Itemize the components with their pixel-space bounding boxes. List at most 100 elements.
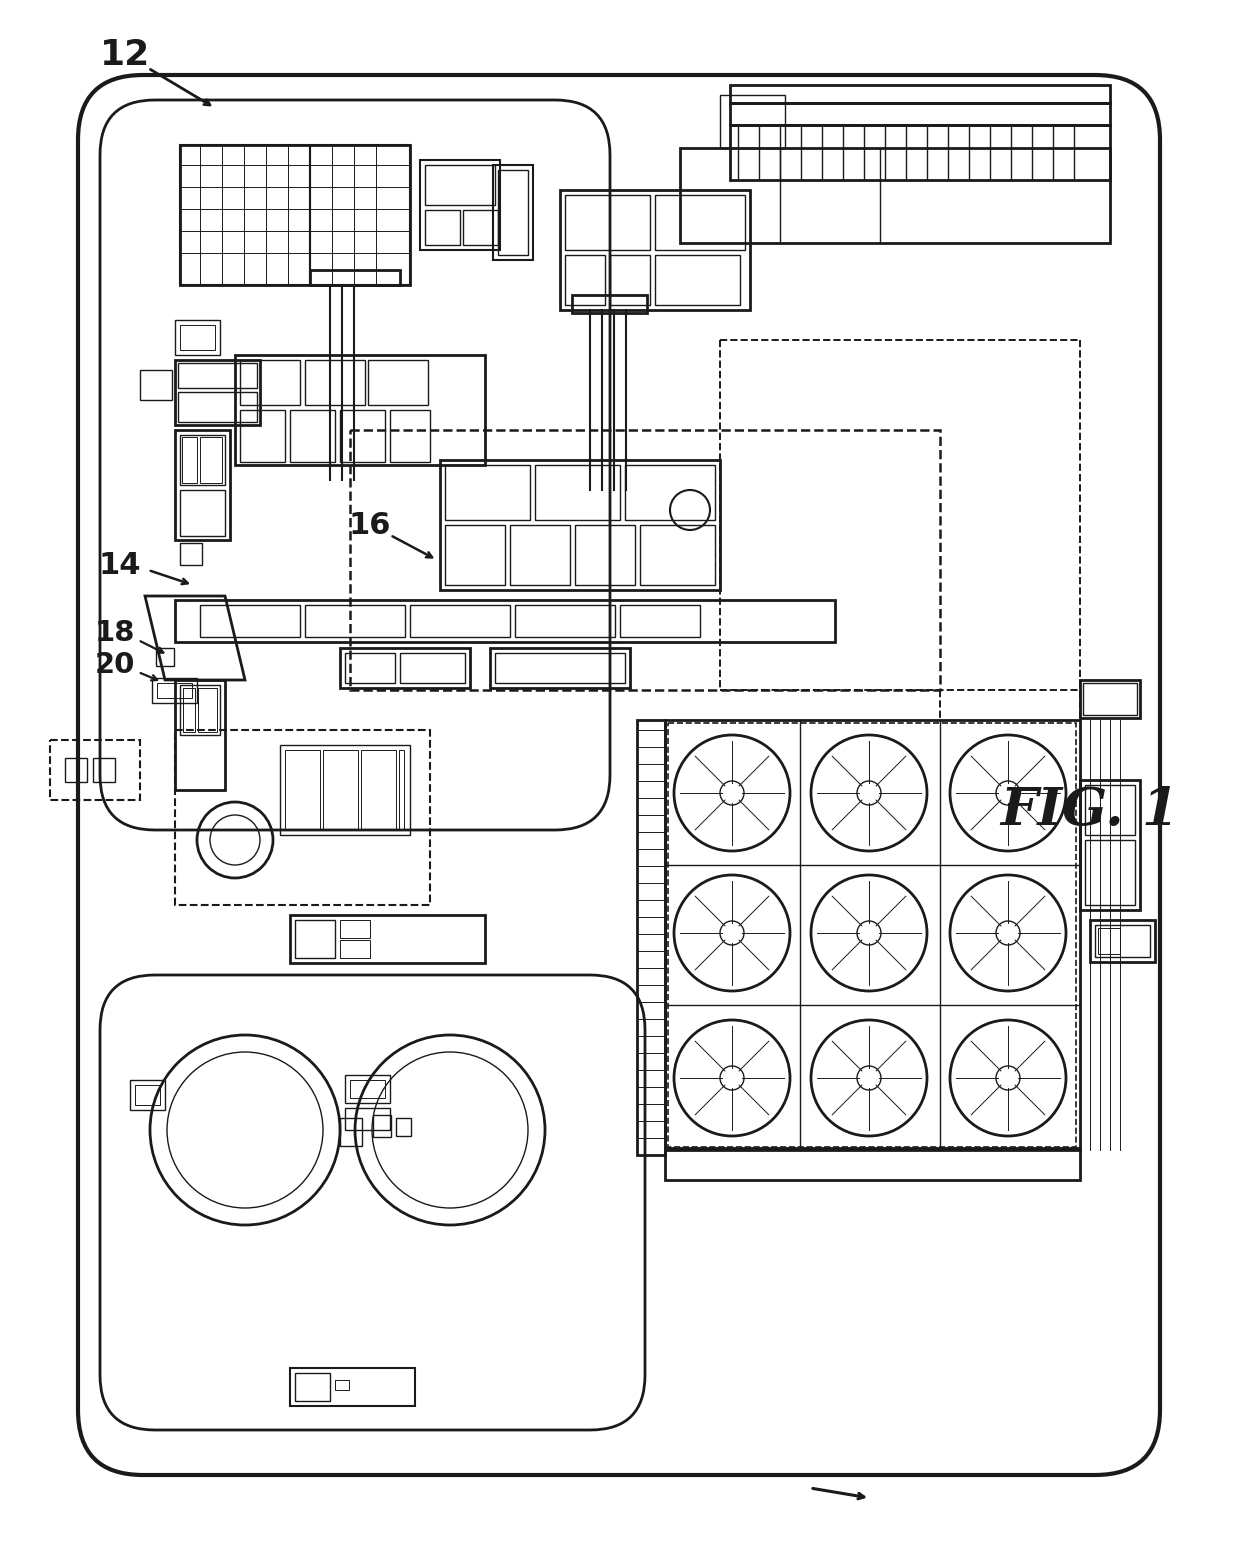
- Bar: [680, 148, 1110, 242]
- Bar: [285, 750, 320, 831]
- Bar: [310, 145, 410, 286]
- Bar: [180, 145, 310, 286]
- Bar: [490, 648, 630, 689]
- Bar: [179, 392, 257, 422]
- Bar: [668, 723, 1076, 1147]
- Bar: [340, 1118, 362, 1146]
- Bar: [175, 320, 219, 355]
- Bar: [345, 653, 396, 682]
- Bar: [345, 1109, 391, 1130]
- Bar: [130, 1079, 165, 1110]
- Bar: [620, 605, 701, 638]
- Bar: [565, 195, 650, 250]
- Bar: [440, 460, 720, 590]
- Bar: [310, 270, 401, 286]
- Bar: [498, 170, 528, 255]
- Bar: [180, 435, 224, 485]
- Bar: [184, 689, 195, 732]
- Bar: [182, 437, 197, 483]
- Bar: [665, 720, 1080, 1150]
- Bar: [290, 1368, 415, 1407]
- Bar: [180, 324, 215, 350]
- Bar: [305, 360, 365, 405]
- Bar: [665, 1149, 1080, 1180]
- Bar: [236, 355, 485, 465]
- Bar: [368, 360, 428, 405]
- Bar: [140, 371, 172, 400]
- Bar: [361, 750, 396, 831]
- Bar: [399, 750, 404, 831]
- Bar: [640, 525, 715, 585]
- Bar: [534, 465, 620, 520]
- Bar: [445, 465, 529, 520]
- Bar: [1080, 679, 1140, 718]
- Bar: [410, 605, 510, 638]
- Bar: [241, 411, 285, 462]
- Bar: [93, 758, 115, 781]
- Text: 20: 20: [94, 652, 135, 679]
- Bar: [175, 429, 229, 540]
- Bar: [345, 1075, 391, 1102]
- Bar: [373, 1115, 391, 1136]
- Bar: [1083, 682, 1137, 715]
- Bar: [730, 103, 1110, 125]
- Bar: [340, 920, 370, 939]
- Bar: [295, 1373, 330, 1400]
- Bar: [64, 758, 87, 781]
- Bar: [515, 605, 615, 638]
- Bar: [280, 746, 410, 835]
- Bar: [175, 601, 835, 642]
- Bar: [340, 940, 370, 957]
- Bar: [295, 920, 335, 957]
- Bar: [340, 648, 470, 689]
- Bar: [655, 195, 745, 250]
- Bar: [391, 411, 430, 462]
- Bar: [180, 543, 202, 565]
- Bar: [610, 255, 650, 306]
- Bar: [730, 85, 1110, 103]
- Text: 18: 18: [94, 619, 135, 647]
- Bar: [135, 1085, 160, 1106]
- Bar: [1085, 784, 1135, 835]
- Bar: [200, 437, 222, 483]
- Bar: [575, 525, 635, 585]
- Bar: [445, 525, 505, 585]
- Text: 14: 14: [99, 551, 141, 579]
- Bar: [463, 210, 498, 245]
- Bar: [565, 255, 605, 306]
- Bar: [200, 605, 300, 638]
- Bar: [1080, 780, 1140, 909]
- Bar: [290, 916, 485, 963]
- Bar: [1095, 925, 1149, 957]
- Bar: [305, 605, 405, 638]
- Bar: [720, 96, 785, 148]
- Bar: [175, 360, 260, 425]
- Bar: [290, 411, 335, 462]
- Bar: [335, 1380, 348, 1390]
- Bar: [175, 679, 224, 791]
- Bar: [157, 682, 192, 698]
- Bar: [425, 165, 495, 205]
- Text: FIG. 1: FIG. 1: [1001, 784, 1179, 835]
- Text: 16: 16: [348, 511, 392, 539]
- Bar: [1090, 920, 1154, 962]
- Bar: [637, 720, 665, 1155]
- Bar: [1097, 928, 1120, 954]
- Bar: [510, 525, 570, 585]
- Bar: [350, 1079, 384, 1098]
- Bar: [625, 465, 715, 520]
- Bar: [1085, 840, 1135, 905]
- Bar: [179, 363, 257, 388]
- Bar: [180, 145, 410, 286]
- Bar: [396, 1118, 410, 1136]
- Bar: [198, 689, 217, 732]
- Bar: [50, 740, 140, 800]
- Bar: [655, 255, 740, 306]
- Bar: [156, 648, 174, 665]
- Bar: [153, 678, 197, 703]
- Text: 12: 12: [100, 39, 150, 73]
- Bar: [241, 360, 300, 405]
- Bar: [175, 730, 430, 905]
- Bar: [425, 210, 460, 245]
- Bar: [560, 190, 750, 310]
